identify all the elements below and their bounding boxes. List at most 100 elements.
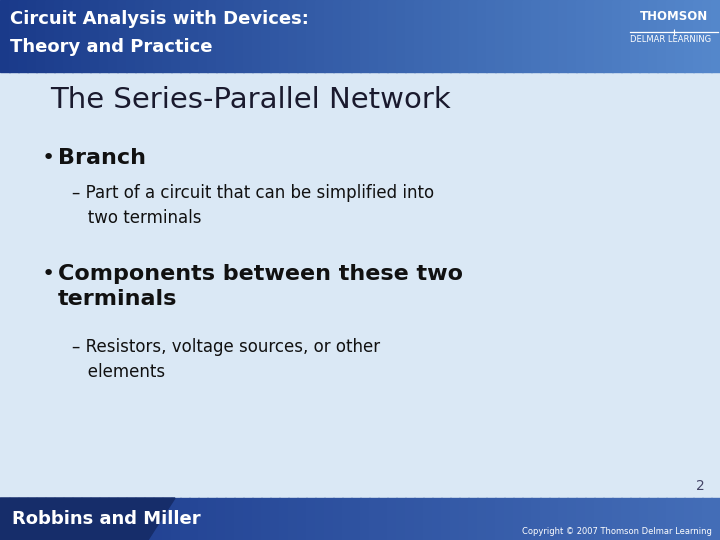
Bar	[675, 0, 685, 72]
Bar	[54, 0, 64, 72]
Bar	[405, 498, 415, 540]
Bar	[99, 0, 109, 72]
Bar	[630, 498, 640, 540]
Bar	[432, 498, 442, 540]
Text: •: •	[42, 264, 55, 284]
Bar	[180, 0, 190, 72]
Bar	[252, 0, 262, 72]
Bar	[423, 498, 433, 540]
Bar	[108, 0, 118, 72]
Bar	[684, 498, 694, 540]
Bar	[711, 498, 720, 540]
Bar	[459, 0, 469, 72]
Bar	[396, 498, 406, 540]
Bar	[126, 498, 136, 540]
Bar	[513, 0, 523, 72]
Bar	[639, 0, 649, 72]
Bar	[639, 498, 649, 540]
Bar	[567, 0, 577, 72]
Bar	[423, 0, 433, 72]
Bar	[36, 0, 46, 72]
Bar	[585, 0, 595, 72]
Bar	[414, 498, 424, 540]
Bar	[324, 0, 334, 72]
Bar	[90, 0, 100, 72]
Bar	[522, 0, 532, 72]
Bar	[621, 0, 631, 72]
Bar	[315, 0, 325, 72]
Bar	[306, 498, 316, 540]
Bar	[540, 498, 550, 540]
Bar	[342, 0, 352, 72]
Bar	[558, 0, 568, 72]
Text: Robbins and Miller: Robbins and Miller	[12, 510, 201, 528]
Bar	[162, 498, 172, 540]
Bar	[378, 0, 388, 72]
Bar	[306, 0, 316, 72]
Bar	[225, 0, 235, 72]
Bar	[360, 0, 370, 72]
Bar	[45, 498, 55, 540]
Bar	[171, 498, 181, 540]
Bar	[459, 498, 469, 540]
Bar	[495, 498, 505, 540]
Bar	[270, 498, 280, 540]
Bar	[0, 498, 10, 540]
Bar	[351, 498, 361, 540]
Bar	[441, 0, 451, 72]
Text: Components between these two
terminals: Components between these two terminals	[58, 264, 463, 309]
Bar	[63, 498, 73, 540]
Bar	[585, 498, 595, 540]
Bar	[225, 498, 235, 540]
Bar	[279, 498, 289, 540]
Bar	[441, 498, 451, 540]
Bar	[234, 0, 244, 72]
Bar	[594, 0, 604, 72]
Bar	[531, 0, 541, 72]
Bar	[405, 0, 415, 72]
Bar	[342, 498, 352, 540]
Bar	[432, 0, 442, 72]
Bar	[18, 0, 28, 72]
Bar	[621, 498, 631, 540]
Text: Circuit Analysis with Devices:: Circuit Analysis with Devices:	[10, 10, 309, 28]
Bar	[45, 0, 55, 72]
Bar	[360, 498, 370, 540]
Bar	[144, 498, 154, 540]
Bar	[216, 0, 226, 72]
Bar	[144, 0, 154, 72]
Bar	[27, 498, 37, 540]
Bar	[135, 498, 145, 540]
Text: Theory and Practice: Theory and Practice	[10, 38, 212, 56]
Bar	[171, 0, 181, 72]
Bar	[648, 0, 658, 72]
Text: Copyright © 2007 Thomson Delmar Learning: Copyright © 2007 Thomson Delmar Learning	[522, 528, 712, 537]
Bar	[324, 498, 334, 540]
Bar	[549, 498, 559, 540]
Bar	[468, 0, 478, 72]
Bar	[666, 498, 676, 540]
Bar	[549, 0, 559, 72]
Bar	[243, 498, 253, 540]
Bar	[288, 0, 298, 72]
Text: DELMAR LEARNING: DELMAR LEARNING	[630, 35, 711, 44]
Bar	[0, 72, 720, 498]
Bar	[18, 498, 28, 540]
Bar	[468, 498, 478, 540]
Bar	[153, 0, 163, 72]
Bar	[0, 0, 10, 72]
Bar	[603, 498, 613, 540]
Bar	[117, 498, 127, 540]
Bar	[504, 498, 514, 540]
Bar	[81, 498, 91, 540]
Bar	[576, 0, 586, 72]
Bar	[657, 498, 667, 540]
Bar	[666, 0, 676, 72]
Bar	[63, 0, 73, 72]
Text: The Series-Parallel Network: The Series-Parallel Network	[50, 86, 451, 114]
Bar	[9, 498, 19, 540]
Bar	[54, 498, 64, 540]
Bar	[315, 498, 325, 540]
Bar	[288, 498, 298, 540]
Bar	[333, 498, 343, 540]
